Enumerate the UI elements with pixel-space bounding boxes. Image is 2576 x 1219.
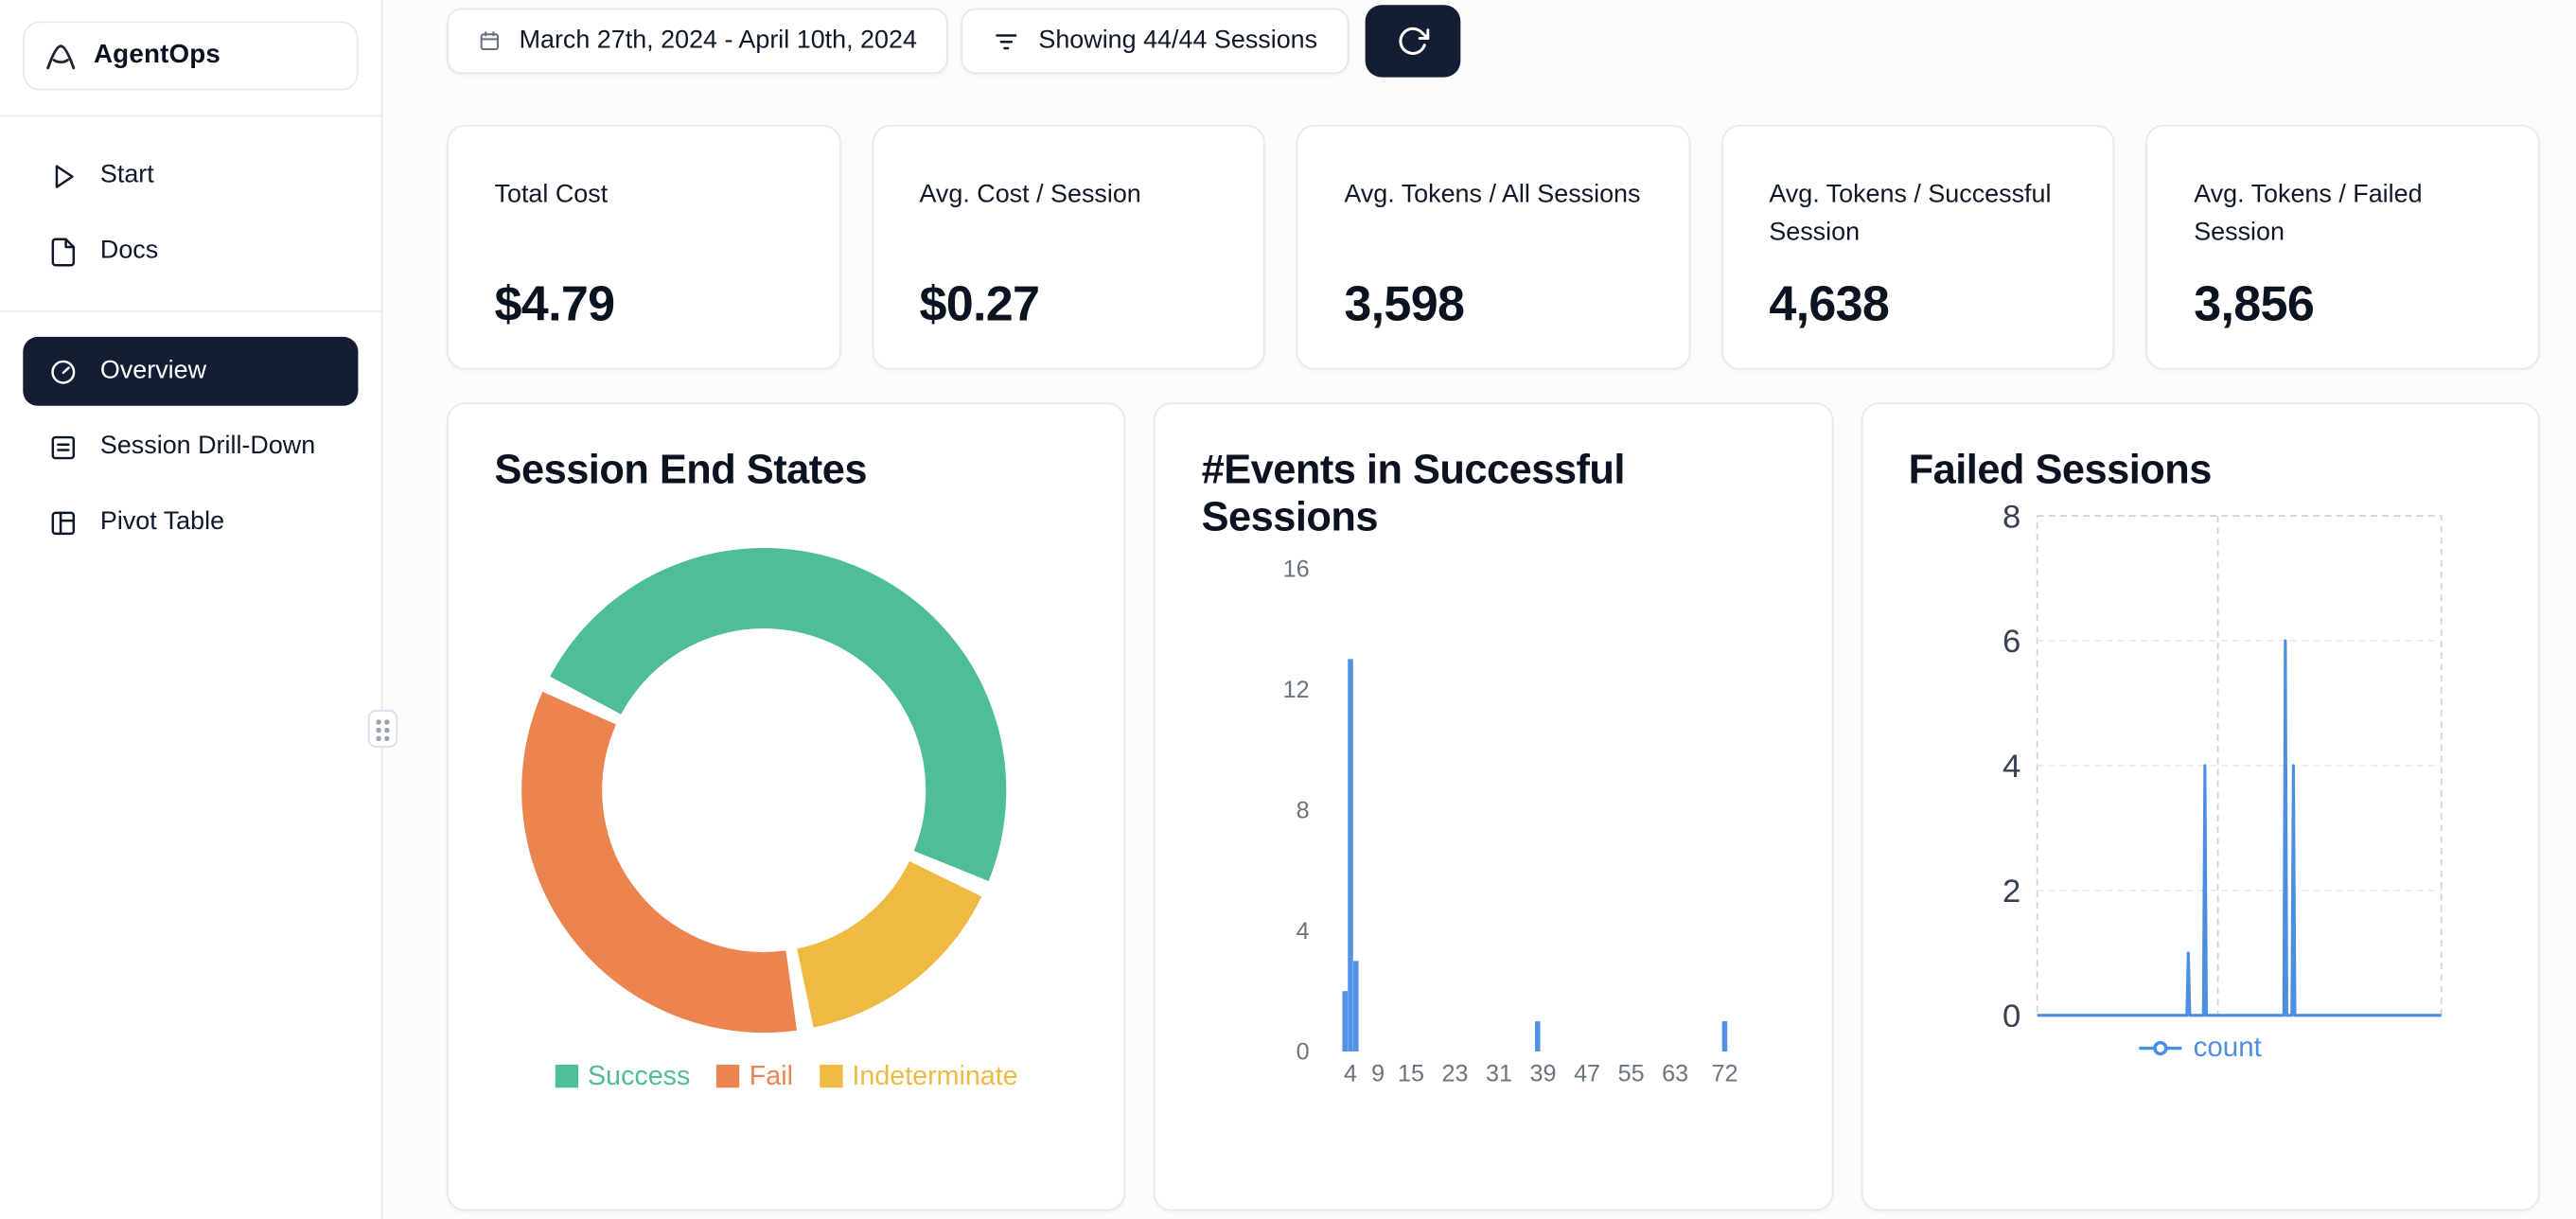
svg-text:23: 23 (1442, 1059, 1469, 1086)
stat-card-avg-tokens-all: Avg. Tokens / All Sessions 3,598 (1297, 124, 1690, 370)
svg-text:55: 55 (1618, 1059, 1645, 1086)
stat-value: $0.27 (919, 277, 1040, 332)
sidebar-item-docs[interactable]: Docs (23, 217, 358, 286)
sidebar-item-label: Overview (99, 356, 207, 385)
failed-sessions-card: Failed Sessions 8 6 4 2 0 count (1861, 402, 2540, 1211)
svg-text:15: 15 (1399, 1059, 1425, 1086)
sidebar-item-label: Session Drill-Down (99, 432, 316, 461)
svg-text:8: 8 (1297, 797, 1310, 823)
chart-title: Failed Sessions (1908, 447, 2213, 493)
legend-swatch (555, 1065, 578, 1088)
stat-label: Avg. Tokens / All Sessions (1344, 180, 1641, 209)
calendar-icon (480, 31, 499, 51)
pivot-table-icon (51, 510, 76, 535)
svg-text:0: 0 (1297, 1038, 1310, 1065)
stats-row: Total Cost $4.79 Avg. Cost / Session $0.… (447, 124, 2540, 370)
legend-item-success[interactable]: Success (555, 1061, 690, 1092)
chart-title: #Events in Successful Sessions (1201, 447, 1626, 540)
svg-text:16: 16 (1283, 555, 1310, 581)
toolbar: March 27th, 2024 - April 10th, 2024 Show… (447, 5, 1461, 78)
svg-text:4: 4 (1345, 1059, 1358, 1086)
app-name: AgentOps (93, 41, 221, 69)
legend-swatch (716, 1065, 740, 1088)
divider (0, 115, 381, 117)
svg-text:31: 31 (1487, 1059, 1513, 1086)
legend-label: Indeterminate (852, 1061, 1018, 1091)
docs-icon (51, 237, 76, 266)
legend-item-fail[interactable]: Fail (716, 1061, 793, 1092)
stat-card-avg-cost-session: Avg. Cost / Session $0.27 (872, 124, 1266, 370)
sidebar: AgentOps Start Docs Overview Session Dri… (0, 0, 383, 1219)
sidebar-item-label: Pivot Table (99, 507, 225, 536)
gauge-icon (51, 359, 76, 383)
svg-text:6: 6 (2002, 624, 2020, 660)
stat-label: Total Cost (494, 180, 609, 209)
charts-row: Session End States Success Fail Indeterm… (447, 402, 2540, 1211)
stat-card-avg-tokens-failed: Avg. Tokens / Failed Session 3,856 (2145, 124, 2540, 370)
session-list-icon (51, 434, 76, 459)
session-end-states-card: Session End States Success Fail Indeterm… (447, 402, 1126, 1211)
date-range-button[interactable]: March 27th, 2024 - April 10th, 2024 (447, 8, 948, 75)
svg-text:8: 8 (2002, 504, 2020, 535)
svg-text:2: 2 (2002, 874, 2020, 910)
divider (0, 310, 381, 312)
sessions-filter-button[interactable]: Showing 44/44 Sessions (961, 8, 1350, 75)
sessions-filter-label: Showing 44/44 Sessions (1038, 26, 1318, 55)
session-end-states-donut-chart[interactable] (495, 523, 1083, 1052)
failed-sessions-line-chart[interactable]: 8 6 4 2 0 (1909, 504, 2497, 1027)
date-range-label: March 27th, 2024 - April 10th, 2024 (519, 26, 917, 55)
svg-text:4: 4 (2002, 749, 2020, 785)
refresh-button[interactable] (1365, 5, 1461, 78)
agentops-logo-icon (46, 44, 76, 70)
sidebar-item-label: Docs (99, 236, 159, 265)
sidebar-item-label: Start (99, 161, 154, 189)
legend-item-indeterminate[interactable]: Indeterminate (819, 1061, 1018, 1092)
stat-card-total-cost: Total Cost $4.79 (447, 124, 841, 370)
play-icon (55, 164, 74, 187)
svg-text:72: 72 (1712, 1059, 1738, 1086)
svg-text:0: 0 (2002, 998, 2020, 1027)
line-marker-icon (2139, 1040, 2182, 1055)
sidebar-item-session-drilldown[interactable]: Session Drill-Down (23, 413, 358, 482)
count-legend[interactable]: count (1909, 1032, 2493, 1065)
sidebar-item-pivot-table[interactable]: Pivot Table (23, 488, 358, 557)
stat-label: Avg. Cost / Session (919, 180, 1141, 209)
stat-label: Avg. Tokens / Successful Session (1769, 180, 2052, 247)
chart-title: Session End States (494, 447, 868, 493)
svg-text:63: 63 (1663, 1059, 1689, 1086)
svg-text:12: 12 (1283, 676, 1310, 702)
stat-label: Avg. Tokens / Failed Session (2194, 180, 2423, 247)
count-legend-label: count (2193, 1031, 2262, 1063)
stat-value: 3,856 (2194, 277, 2315, 332)
stat-value: 3,598 (1344, 277, 1465, 332)
grip-dots-icon (376, 719, 380, 724)
svg-text:47: 47 (1575, 1059, 1601, 1086)
legend-swatch (819, 1065, 843, 1088)
svg-text:4: 4 (1297, 917, 1310, 944)
stat-card-avg-tokens-successful: Avg. Tokens / Successful Session 4,638 (1720, 124, 2115, 370)
donut-legend: Success Fail Indeterminate (495, 1061, 1079, 1092)
legend-label: Success (588, 1061, 691, 1091)
svg-text:39: 39 (1530, 1059, 1557, 1086)
refresh-icon (1399, 26, 1430, 55)
app-logo[interactable]: AgentOps (23, 21, 359, 91)
sidebar-item-start[interactable]: Start (23, 141, 358, 210)
svg-text:9: 9 (1372, 1059, 1385, 1086)
legend-label: Fail (749, 1061, 793, 1091)
events-successful-card: #Events in Successful Sessions 16 12 8 4 0 4 9… (1154, 402, 1833, 1211)
stat-value: $4.79 (494, 277, 616, 332)
filter-icon (996, 33, 1017, 49)
main-content: March 27th, 2024 - April 10th, 2024 Show… (382, 0, 2576, 1219)
sidebar-item-overview[interactable]: Overview (23, 336, 359, 406)
stat-value: 4,638 (1769, 277, 1890, 332)
sidebar-resize-handle[interactable] (367, 709, 398, 748)
